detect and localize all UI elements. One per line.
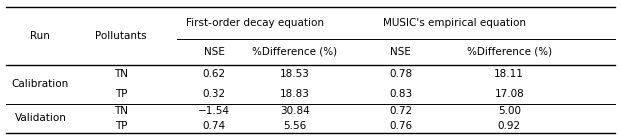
Text: 0.74: 0.74 (202, 121, 226, 131)
Text: Pollutants: Pollutants (95, 31, 147, 41)
Text: TP: TP (115, 121, 127, 131)
Text: %Difference (%): %Difference (%) (252, 47, 338, 57)
Text: TN: TN (114, 69, 128, 79)
Text: 0.32: 0.32 (202, 89, 226, 99)
Text: 17.08: 17.08 (494, 89, 524, 99)
Text: 0.76: 0.76 (389, 121, 412, 131)
Text: −1.54: −1.54 (198, 106, 230, 116)
Text: 0.83: 0.83 (389, 89, 412, 99)
Text: 18.11: 18.11 (494, 69, 524, 79)
Text: MUSIC's empirical equation: MUSIC's empirical equation (383, 18, 527, 28)
Text: Calibration: Calibration (12, 79, 69, 89)
Text: 5.56: 5.56 (283, 121, 307, 131)
Text: First-order decay equation: First-order decay equation (186, 18, 324, 28)
Text: Run: Run (30, 31, 50, 41)
Text: 0.62: 0.62 (202, 69, 226, 79)
Text: 18.83: 18.83 (280, 89, 310, 99)
Text: TP: TP (115, 89, 127, 99)
Text: %Difference (%): %Difference (%) (466, 47, 552, 57)
Text: 0.72: 0.72 (389, 106, 412, 116)
Text: TN: TN (114, 106, 128, 116)
Text: 18.53: 18.53 (280, 69, 310, 79)
Text: NSE: NSE (390, 47, 411, 57)
Text: NSE: NSE (204, 47, 225, 57)
Text: Validation: Validation (14, 114, 66, 123)
Text: 30.84: 30.84 (280, 106, 310, 116)
Text: 5.00: 5.00 (497, 106, 521, 116)
Text: 0.92: 0.92 (497, 121, 521, 131)
Text: 0.78: 0.78 (389, 69, 412, 79)
